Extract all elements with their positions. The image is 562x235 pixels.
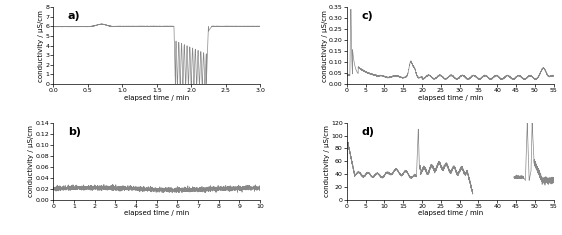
- X-axis label: elapsed time / min: elapsed time / min: [124, 95, 189, 101]
- Text: a): a): [68, 11, 80, 21]
- Text: b): b): [68, 126, 81, 137]
- Y-axis label: conductivity / μS/cm: conductivity / μS/cm: [324, 125, 329, 197]
- X-axis label: elapsed time / min: elapsed time / min: [418, 95, 483, 101]
- X-axis label: elapsed time / min: elapsed time / min: [124, 210, 189, 216]
- Y-axis label: conductivity / μS/cm: conductivity / μS/cm: [28, 125, 34, 197]
- X-axis label: elapsed time / min: elapsed time / min: [418, 210, 483, 216]
- Y-axis label: conductivity / μS/cm: conductivity / μS/cm: [321, 10, 328, 82]
- Text: d): d): [361, 126, 374, 137]
- Text: c): c): [361, 11, 373, 21]
- Y-axis label: conductivity / μS/cm: conductivity / μS/cm: [38, 10, 44, 82]
